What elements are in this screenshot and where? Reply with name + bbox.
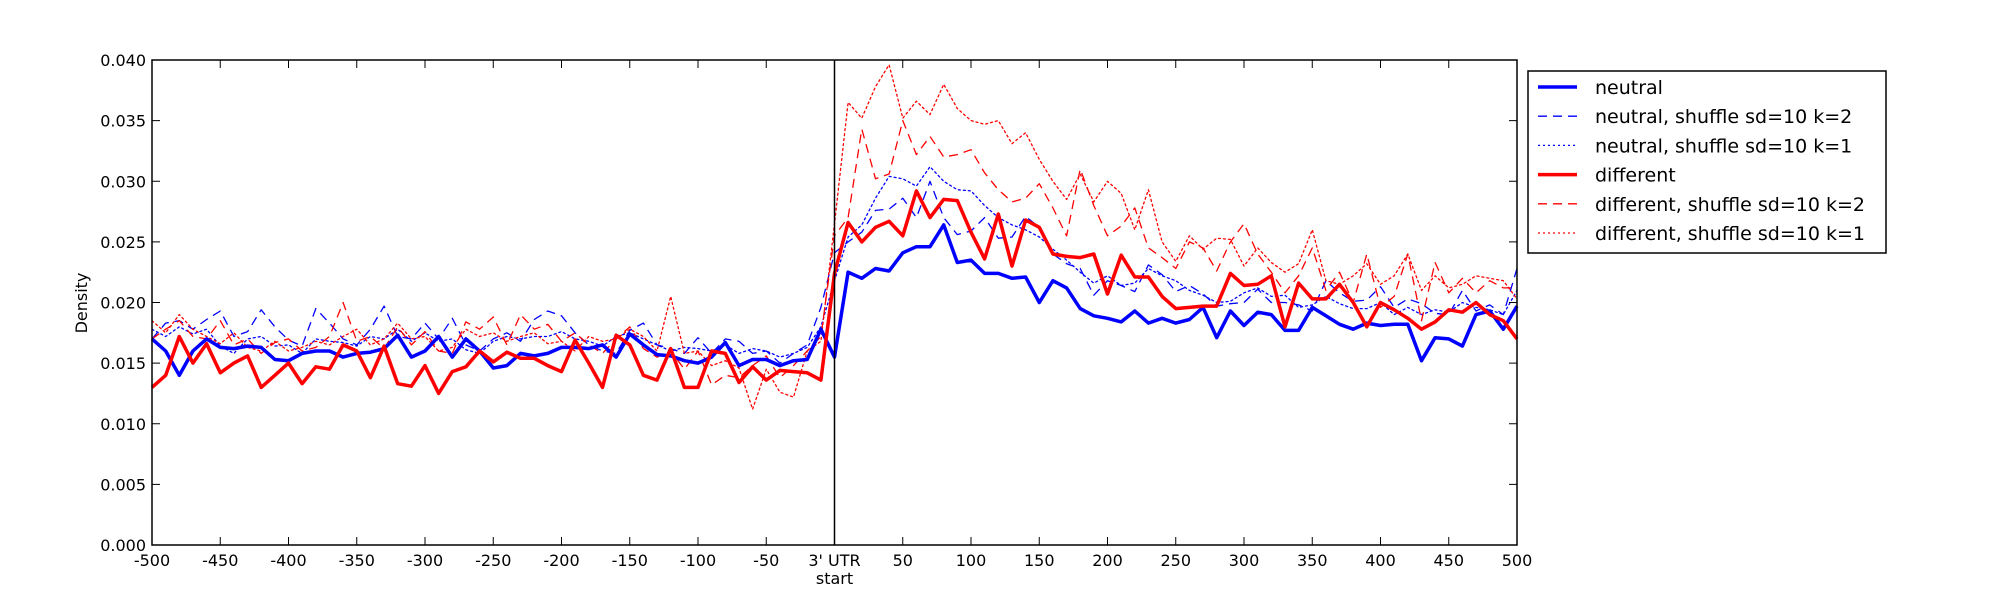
y-tick-label: 0.015	[100, 354, 146, 373]
x-tick-label: 250	[1160, 551, 1191, 570]
legend-label-2: neutral, shuffle sd=10 k=2	[1595, 106, 1852, 128]
x-tick-label: 500	[1502, 551, 1533, 570]
x-tick-label: -200	[543, 551, 579, 570]
axis-ticks: -500 -450 -400 -350 -300 -250 -200 -150 -100 -50 3…	[100, 51, 1532, 588]
x-tick-sublabel: start	[816, 569, 853, 588]
y-tick-label: 0.005	[100, 475, 146, 494]
y-tick-label: 0.030	[100, 172, 146, 191]
legend: neutral neutral, shuffle sd=10 k=2 neutral…	[1527, 70, 1887, 254]
legend-box	[1527, 70, 1887, 254]
x-tick-label: -100	[680, 551, 716, 570]
y-tick-label: 0.010	[100, 415, 146, 434]
x-tick-label: 300	[1229, 551, 1260, 570]
x-tick-label: -450	[202, 551, 238, 570]
x-tick-label: 400	[1365, 551, 1396, 570]
y-tick-label: 0.000	[100, 536, 146, 555]
y-tick-label: 0.040	[100, 51, 146, 70]
x-tick-label: 200	[1092, 551, 1123, 570]
x-tick-label: -50	[753, 551, 779, 570]
y-tick-label: 0.035	[100, 112, 146, 131]
y-tick-label: 0.020	[100, 294, 146, 313]
x-tick-label: 350	[1297, 551, 1328, 570]
legend-label-5: different, shuffle sd=10 k=2	[1595, 194, 1865, 216]
legend-label-4: different	[1595, 165, 1676, 187]
x-tick-label: -150	[612, 551, 648, 570]
y-tick-label: 0.025	[100, 233, 146, 252]
x-tick-label: 3' UTR	[808, 551, 860, 570]
x-tick-label: 150	[1024, 551, 1055, 570]
legend-label-1: neutral	[1595, 77, 1663, 99]
x-tick-label: -500	[134, 551, 170, 570]
x-tick-label: -250	[475, 551, 511, 570]
x-tick-label: 100	[956, 551, 987, 570]
x-tick-label: -350	[339, 551, 375, 570]
x-tick-label: -400	[270, 551, 306, 570]
x-tick-label: 50	[893, 551, 913, 570]
y-axis-label: Density	[72, 273, 91, 334]
x-tick-label: 450	[1433, 551, 1464, 570]
legend-label-6: different, shuffle sd=10 k=1	[1595, 223, 1865, 245]
legend-label-3: neutral, shuffle sd=10 k=1	[1595, 135, 1852, 157]
x-tick-label: -300	[407, 551, 443, 570]
